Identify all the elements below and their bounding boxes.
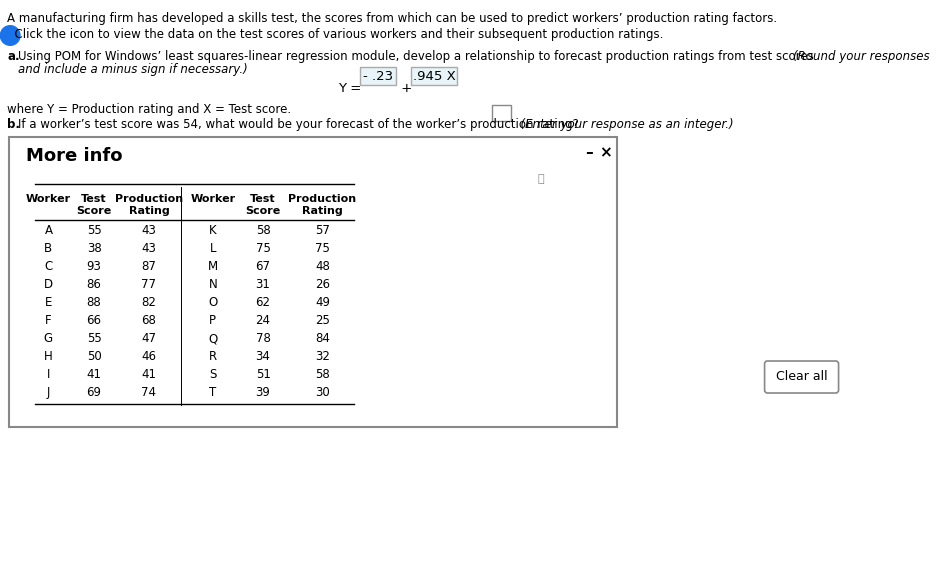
Text: 68: 68	[142, 314, 156, 327]
Text: 57: 57	[315, 224, 330, 237]
Text: K: K	[209, 224, 217, 237]
Text: Y =: Y =	[338, 82, 365, 95]
Text: where Y = Production rating and X = Test score.: where Y = Production rating and X = Test…	[8, 103, 291, 116]
Text: 93: 93	[87, 260, 101, 273]
Text: Q: Q	[208, 332, 218, 345]
Text: 30: 30	[315, 386, 330, 399]
Text: More info: More info	[26, 147, 122, 165]
Text: 58: 58	[315, 368, 330, 381]
Text: 43: 43	[142, 242, 156, 255]
Text: 67: 67	[255, 260, 271, 273]
Text: 31: 31	[255, 278, 271, 291]
FancyBboxPatch shape	[359, 67, 396, 85]
Text: 26: 26	[315, 278, 330, 291]
Text: ⬜: ⬜	[537, 174, 544, 184]
Text: b.: b.	[8, 118, 20, 131]
Text: 62: 62	[255, 296, 271, 309]
Text: - .23: - .23	[363, 70, 394, 82]
Text: +: +	[397, 82, 417, 95]
Text: .945 X: .945 X	[412, 70, 455, 82]
Text: Test
Score: Test Score	[77, 194, 112, 216]
Text: 75: 75	[315, 242, 330, 255]
Text: –: –	[586, 145, 593, 160]
Text: M: M	[208, 260, 218, 273]
Text: O: O	[208, 296, 218, 309]
Text: 88: 88	[87, 296, 101, 309]
Text: 49: 49	[315, 296, 330, 309]
Text: 74: 74	[141, 386, 156, 399]
Text: 48: 48	[315, 260, 330, 273]
Text: 82: 82	[142, 296, 156, 309]
Text: (Enter your response as an integer.): (Enter your response as an integer.)	[514, 118, 734, 131]
Text: 25: 25	[315, 314, 330, 327]
Text: G: G	[44, 332, 53, 345]
Text: 77: 77	[141, 278, 156, 291]
Text: 50: 50	[87, 350, 101, 363]
Text: N: N	[208, 278, 218, 291]
Text: and include a minus sign if necessary.): and include a minus sign if necessary.)	[18, 63, 248, 76]
Text: 75: 75	[255, 242, 271, 255]
Text: (Round your responses: (Round your responses	[793, 50, 930, 63]
Text: A: A	[44, 224, 52, 237]
Text: If a worker’s test score was 54, what would be your forecast of the worker’s pro: If a worker’s test score was 54, what wo…	[18, 118, 579, 131]
Text: D: D	[44, 278, 53, 291]
Text: 55: 55	[87, 332, 101, 345]
Text: Clear all: Clear all	[776, 371, 828, 383]
Text: S: S	[209, 368, 217, 381]
Text: 41: 41	[141, 368, 156, 381]
Text: L: L	[210, 242, 216, 255]
Text: 66: 66	[87, 314, 101, 327]
FancyBboxPatch shape	[9, 137, 617, 427]
Text: 58: 58	[255, 224, 271, 237]
Text: 46: 46	[141, 350, 156, 363]
Text: ℹ: ℹ	[8, 28, 13, 43]
Text: 51: 51	[255, 368, 271, 381]
Text: 86: 86	[87, 278, 101, 291]
Text: F: F	[45, 314, 52, 327]
Text: 55: 55	[87, 224, 101, 237]
Text: 69: 69	[87, 386, 101, 399]
FancyBboxPatch shape	[492, 105, 511, 121]
Text: 34: 34	[255, 350, 271, 363]
Text: B: B	[44, 242, 52, 255]
Text: ×: ×	[599, 145, 612, 160]
Text: A manufacturing firm has developed a skills test, the scores from which can be u: A manufacturing firm has developed a ski…	[8, 12, 778, 25]
Text: 41: 41	[87, 368, 101, 381]
Text: Click the icon to view the data on the test scores of various workers and their : Click the icon to view the data on the t…	[8, 28, 664, 41]
Text: 38: 38	[87, 242, 101, 255]
Text: 87: 87	[142, 260, 156, 273]
Text: Using POM for Windows’ least squares-linear regression module, develop a relatio: Using POM for Windows’ least squares-lin…	[18, 50, 817, 63]
FancyBboxPatch shape	[412, 67, 457, 85]
Text: R: R	[209, 350, 217, 363]
Text: 84: 84	[315, 332, 330, 345]
Text: 78: 78	[255, 332, 271, 345]
Text: 43: 43	[142, 224, 156, 237]
Text: Production
Rating: Production Rating	[114, 194, 183, 216]
Text: C: C	[44, 260, 53, 273]
Text: Worker: Worker	[26, 194, 71, 204]
Text: I: I	[46, 368, 50, 381]
Text: Worker: Worker	[190, 194, 236, 204]
Text: 47: 47	[141, 332, 156, 345]
Text: J: J	[46, 386, 50, 399]
Text: 24: 24	[255, 314, 271, 327]
Text: E: E	[44, 296, 52, 309]
Text: P: P	[209, 314, 217, 327]
Text: 32: 32	[315, 350, 330, 363]
Text: H: H	[44, 350, 53, 363]
Text: Production
Rating: Production Rating	[289, 194, 357, 216]
FancyBboxPatch shape	[764, 361, 838, 393]
Text: Test
Score: Test Score	[245, 194, 281, 216]
Text: T: T	[209, 386, 217, 399]
Text: 39: 39	[255, 386, 271, 399]
Text: a.: a.	[8, 50, 20, 63]
